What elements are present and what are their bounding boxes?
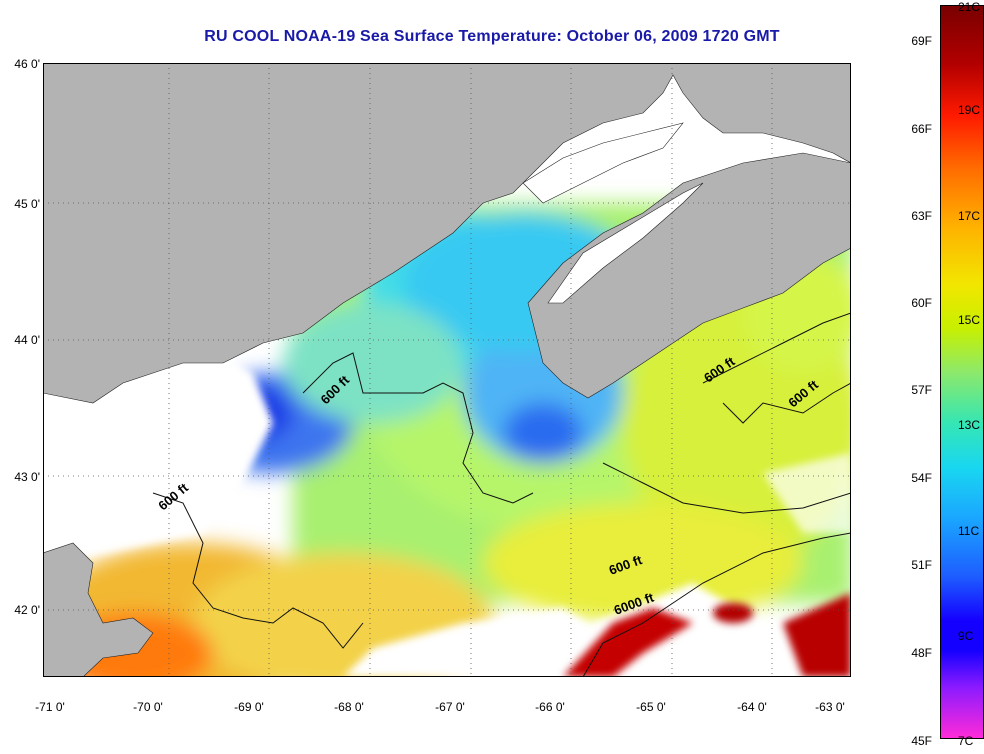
colorbar-c-label: 7C xyxy=(958,734,974,748)
lat-label-44: 44 0' xyxy=(14,333,40,347)
lon-label-68: -68 0' xyxy=(334,700,364,714)
lon-label-64: -64 0' xyxy=(737,700,767,714)
colorbar-f-label: 66F xyxy=(911,122,932,136)
lon-label-67: -67 0' xyxy=(435,700,465,714)
lat-label-45: 45 0' xyxy=(14,197,40,211)
lon-label-63: -63 0' xyxy=(815,700,845,714)
lon-label-69: -69 0' xyxy=(234,700,264,714)
lon-label-66: -66 0' xyxy=(535,700,565,714)
colorbar-f-label: 57F xyxy=(911,383,932,397)
colorbar-f-label: 60F xyxy=(911,296,932,310)
colorbar-f-label: 54F xyxy=(911,471,932,485)
colorbar-f-label: 69F xyxy=(911,34,932,48)
colorbar-c-label: 19C xyxy=(958,103,981,117)
colorbar-f-label: 48F xyxy=(911,646,932,660)
colorbar-c-label: 9C xyxy=(958,629,974,643)
lon-label-65: -65 0' xyxy=(636,700,666,714)
map-title: RU COOL NOAA-19 Sea Surface Temperature:… xyxy=(204,28,780,45)
lat-label-43: 43 0' xyxy=(14,470,40,484)
colorbar-f-label: 45F xyxy=(911,734,932,748)
sst-map: 600 ft 600 ft 600 ft 600 ft 600 ft 6000 … xyxy=(43,63,851,677)
colorbar-c-label: 13C xyxy=(958,418,981,432)
lat-label-42: 42 0' xyxy=(14,603,40,617)
colorbar-c-label: 17C xyxy=(958,209,981,223)
colorbar-c-label: 11C xyxy=(958,524,980,538)
lon-label-70: -70 0' xyxy=(133,700,163,714)
colorbar-f-label: 51F xyxy=(911,558,932,572)
colorbar-c-label: 21C xyxy=(958,0,981,14)
colorbar-f-label: 63F xyxy=(911,209,932,223)
lon-label-71: -71 0' xyxy=(35,700,65,714)
colorbar-c-label: 15C xyxy=(958,313,981,327)
lat-label-46: 46 0' xyxy=(14,57,40,71)
